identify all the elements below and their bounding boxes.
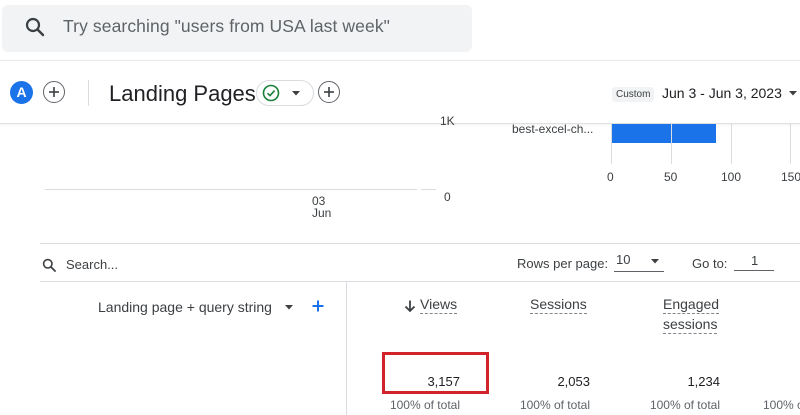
sort-descending-arrow-icon[interactable]	[404, 299, 416, 313]
bar-chart-tick: 0	[607, 170, 614, 184]
bar-chart-category-label: best-excel-ch...	[512, 122, 594, 136]
rows-per-page-select[interactable]: 10	[616, 252, 631, 267]
column-header-views[interactable]: Views	[420, 296, 458, 314]
bar-chart-tick: 100	[721, 170, 742, 184]
header-divider	[88, 80, 89, 106]
bar-chart-gridline-150	[790, 124, 791, 164]
bar-chart-tick: 50	[664, 170, 678, 184]
global-search-placeholder[interactable]: Try searching "users from USA last week"	[63, 16, 390, 36]
avatar[interactable]: A	[10, 81, 33, 104]
global-search-box[interactable]	[2, 5, 472, 52]
custom-range-chip: Custom	[612, 87, 655, 102]
date-range-picker[interactable]: Jun 3 - Jun 3, 2023	[662, 85, 782, 101]
column-header-engaged-sessions-line1[interactable]: Engaged	[663, 296, 720, 314]
total-views: 3,157	[427, 374, 460, 389]
table-top-border	[40, 243, 800, 244]
column-header-sessions-label[interactable]: Sessions	[530, 296, 587, 314]
table-search-input[interactable]: Search...	[66, 257, 119, 272]
line-chart-x-tick-day: 03	[312, 194, 326, 208]
goto-underline	[734, 270, 774, 271]
chevron-down-icon[interactable]	[650, 257, 660, 265]
total-views-pct: 100% of total	[389, 398, 460, 412]
table-search-icon	[42, 258, 56, 272]
goto-page-input[interactable]: 1	[751, 253, 759, 268]
total-engaged-sessions: 1,234	[687, 374, 720, 389]
chevron-down-icon	[292, 91, 300, 96]
plus-icon	[324, 87, 334, 97]
add-dimension-plus-icon[interactable]	[311, 299, 325, 313]
report-status-dropdown[interactable]	[256, 80, 314, 106]
page-title: Landing Pages	[109, 81, 256, 106]
bar-chart-bar[interactable]	[611, 124, 716, 143]
total-engaged-pct: 100% of total	[649, 398, 720, 412]
dimension-column-header[interactable]: Landing page + query string	[98, 299, 272, 315]
total-sessions: 2,053	[557, 374, 590, 389]
plus-icon	[49, 87, 59, 97]
column-header-views-label[interactable]: Views	[420, 296, 458, 314]
column-header-sessions[interactable]: Sessions	[530, 296, 587, 314]
line-chart-axis-zero-label: 0	[444, 190, 451, 204]
rows-per-page-label: Rows per page:	[517, 256, 609, 271]
bar-chart-tick: 150	[781, 170, 800, 184]
date-range-chevron-icon[interactable]	[788, 89, 798, 97]
table-controls-border	[40, 281, 800, 282]
line-chart-baseline-right	[421, 189, 436, 190]
search-icon[interactable]	[24, 16, 46, 38]
column-header-sessions-label-2[interactable]: sessions	[663, 316, 718, 334]
add-card-button[interactable]	[318, 81, 340, 103]
next-column-total-pct: 100% of total	[763, 398, 800, 412]
highlight-box	[382, 352, 489, 394]
dimension-column-divider	[346, 282, 347, 415]
goto-label: Go to:	[692, 256, 728, 271]
report-header	[0, 61, 800, 124]
bar-chart-gridline-50	[671, 124, 672, 164]
total-sessions-pct: 100% of total	[519, 398, 590, 412]
column-header-engaged-sessions-line2[interactable]: sessions	[663, 316, 718, 334]
bar-chart-gridline-0	[611, 124, 612, 164]
dimension-dropdown-chevron-icon[interactable]	[284, 303, 294, 311]
column-header-engaged-label[interactable]: Engaged	[663, 296, 720, 314]
add-comparison-button[interactable]	[43, 81, 65, 103]
line-chart-baseline	[45, 189, 417, 190]
bar-chart-gridline-100	[731, 124, 732, 164]
line-chart-axis-top-label: 1K	[440, 114, 455, 128]
rows-select-underline	[614, 271, 664, 272]
check-circle-icon	[262, 84, 280, 102]
line-chart-x-tick-month: Jun	[312, 206, 332, 220]
